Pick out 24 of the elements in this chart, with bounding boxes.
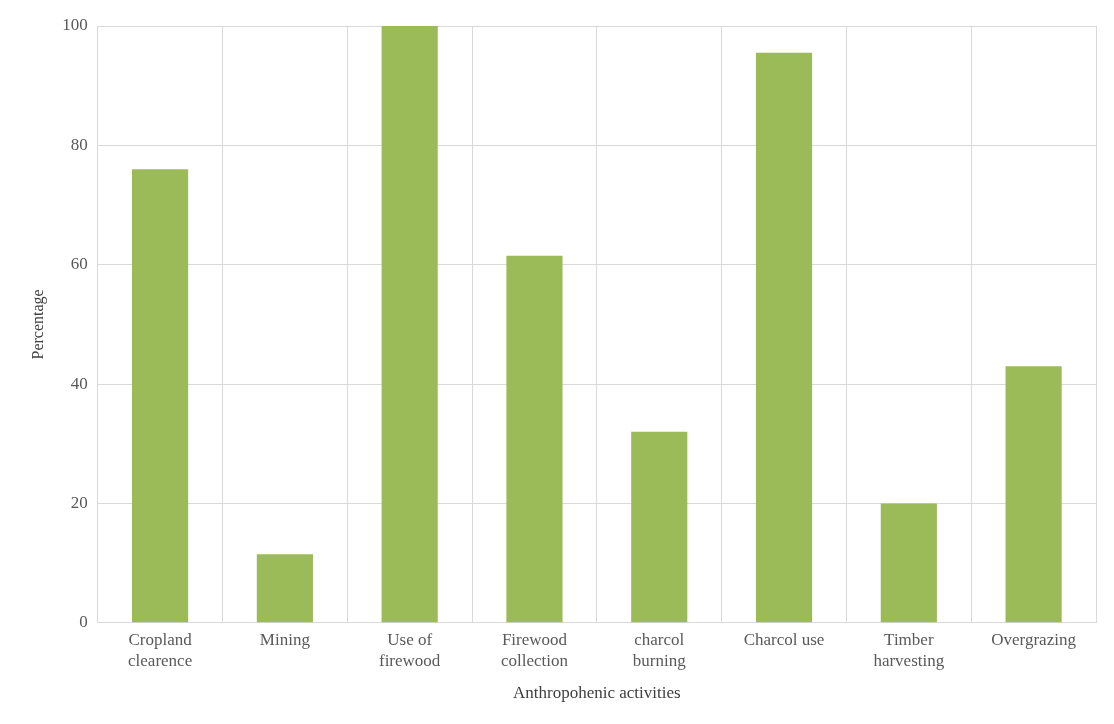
y-tick-label: 20 [70, 492, 88, 512]
x-tick-label: Cropland clearence [128, 630, 193, 670]
x-tick-label: Firewood collection [500, 630, 569, 670]
bar [631, 431, 688, 623]
x-tick-label: Mining [259, 630, 311, 650]
y-tick-label: 80 [70, 134, 88, 154]
x-tick-label: charcol burning [632, 630, 687, 670]
y-tick-label: 40 [70, 373, 88, 393]
bar [381, 26, 438, 623]
x-tick-label: Charcol use [743, 630, 825, 650]
bar [755, 52, 813, 623]
y-tick-label: 100 [62, 15, 88, 35]
y-tick-label: 0 [79, 612, 88, 632]
x-tick-label: Use of firewood [378, 630, 441, 670]
bar [880, 503, 937, 623]
x-tick-label: Timber harvesting [873, 630, 945, 670]
y-tick-label: 60 [70, 254, 88, 274]
bar [506, 255, 563, 623]
y-axis-title: Percentage [28, 289, 47, 360]
bar [256, 554, 313, 623]
bar [132, 169, 189, 623]
bar [1005, 366, 1062, 623]
x-tick-label: Overgrazing [991, 630, 1077, 650]
x-axis-title: Anthropohenic activities [513, 683, 681, 703]
